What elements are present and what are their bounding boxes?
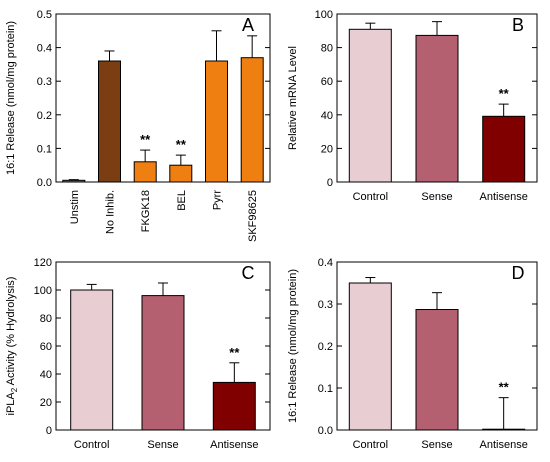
significance-marker: ** bbox=[176, 137, 187, 152]
x-tick-label: Control bbox=[353, 191, 388, 203]
y-tick-label: 80 bbox=[40, 313, 52, 325]
bar-c-1 bbox=[70, 289, 114, 431]
y-axis-label-part: iPLA bbox=[5, 392, 17, 416]
significance-marker: ** bbox=[499, 86, 510, 101]
y-tick-label: 0.4 bbox=[37, 43, 52, 55]
bar-a-3 bbox=[133, 161, 157, 183]
y-tick-label: 0.2 bbox=[37, 110, 52, 122]
y-tick-label: 0.0 bbox=[37, 177, 52, 189]
bar-a-5 bbox=[205, 60, 228, 183]
y-tick-label: 0.2 bbox=[318, 341, 333, 353]
x-tick-label: Control bbox=[353, 439, 388, 451]
x-tick-label: Antisense bbox=[480, 439, 528, 451]
bar-b-2 bbox=[415, 34, 459, 183]
y-axis-label-part: Activity (% Hydrolysis) bbox=[5, 277, 17, 388]
x-tick-label: SKF98625 bbox=[247, 190, 259, 242]
y-tick-label: 0 bbox=[46, 425, 52, 437]
y-tick-label: 0.1 bbox=[318, 383, 333, 395]
y-axis-label: 16:1 Release (nmol/mg protein) bbox=[287, 269, 299, 423]
y-tick-label: 0.3 bbox=[37, 76, 52, 88]
panel-b: ** 0 20 40 60 80 100 Control Sense Antisense Relat… bbox=[287, 9, 538, 203]
y-tick-label: 100 bbox=[34, 285, 52, 297]
x-tick-label: Sense bbox=[421, 191, 452, 203]
significance-marker: ** bbox=[499, 380, 510, 395]
plot-frame bbox=[336, 13, 538, 183]
bar-b-1 bbox=[348, 28, 392, 183]
y-tick-label: 60 bbox=[40, 341, 52, 353]
y-tick-label: 120 bbox=[34, 257, 52, 269]
bar-d-2 bbox=[415, 309, 459, 431]
bar-a-2 bbox=[98, 60, 121, 183]
x-tick-label: No Inhib. bbox=[105, 190, 117, 234]
bar-a-4 bbox=[169, 164, 193, 183]
plot-frame bbox=[55, 13, 271, 183]
y-tick-label: 0.0 bbox=[318, 425, 333, 437]
y-tick-label: 0 bbox=[327, 177, 333, 189]
y-axis-label: 16:1 Release (nmol/mg protein) bbox=[5, 21, 17, 175]
bar-d-1 bbox=[348, 282, 392, 431]
x-tick-label: Antisense bbox=[480, 191, 528, 203]
x-tick-label: BEL bbox=[176, 190, 188, 211]
y-axis-label-subscript: 2 bbox=[10, 387, 19, 392]
x-tick-label: Antisense bbox=[210, 439, 258, 451]
y-tick-label: 60 bbox=[321, 76, 333, 88]
y-tick-label: 0.3 bbox=[318, 299, 333, 311]
significance-marker: ** bbox=[140, 132, 151, 147]
significance-marker: ** bbox=[229, 345, 240, 360]
panel-label: C bbox=[242, 263, 255, 283]
bar-b-3 bbox=[482, 115, 526, 183]
bar-a-6 bbox=[240, 57, 264, 183]
y-axis-label: Relative mRNA Level bbox=[287, 46, 299, 150]
panel-label: A bbox=[242, 15, 254, 35]
panel-label: B bbox=[512, 15, 524, 35]
y-tick-label: 80 bbox=[321, 43, 333, 55]
panel-a: ** ** 0.0 0.1 0.2 0.3 0.4 0.5 Unstim No Inhib. FKG… bbox=[5, 9, 271, 242]
panel-c: ** 0 20 40 60 80 100 120 Control Sense Antisense iP… bbox=[5, 257, 271, 451]
y-tick-label: 0.1 bbox=[37, 143, 52, 155]
y-tick-label: 0.5 bbox=[37, 9, 52, 21]
x-tick-label: Control bbox=[74, 439, 109, 451]
y-tick-label: 40 bbox=[40, 369, 52, 381]
x-tick-label: Sense bbox=[147, 439, 178, 451]
panel-d: ** 0.0 0.1 0.2 0.3 0.4 Control Sense Antisense 16… bbox=[287, 257, 538, 451]
x-tick-label: FKGK18 bbox=[140, 190, 152, 232]
x-tick-label: Pyrr bbox=[212, 190, 224, 211]
x-tick-label: Unstim bbox=[69, 190, 81, 224]
y-tick-label: 20 bbox=[40, 397, 52, 409]
panel-label: D bbox=[512, 263, 525, 283]
y-axis-label: iPLA2 Activity (% Hydrolysis) bbox=[5, 277, 19, 416]
y-tick-label: 0.4 bbox=[318, 257, 333, 269]
bar-c-2 bbox=[141, 295, 185, 431]
y-tick-label: 40 bbox=[321, 110, 333, 122]
x-tick-label: Sense bbox=[421, 439, 452, 451]
y-tick-label: 20 bbox=[321, 143, 333, 155]
y-tick-label: 100 bbox=[315, 9, 333, 21]
bar-c-3 bbox=[212, 381, 256, 431]
